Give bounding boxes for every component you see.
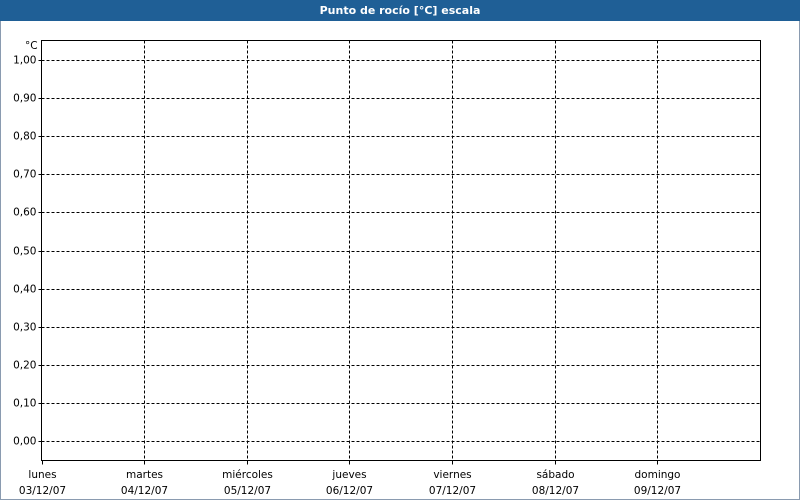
x-tick-date: 08/12/07 xyxy=(532,485,579,497)
y-tick-label: 0,10 xyxy=(13,398,36,410)
y-tick-label: 0,60 xyxy=(13,207,36,219)
x-tick-label: miércoles xyxy=(222,469,273,481)
y-tick-label: 0,20 xyxy=(13,360,36,372)
chart-title: Punto de rocío [°C] escala xyxy=(320,4,481,17)
x-tick-date: 09/12/07 xyxy=(634,485,681,497)
x-tick-label: domingo xyxy=(635,469,681,481)
y-tick-label: 0,70 xyxy=(13,169,36,181)
x-tick-label: jueves xyxy=(331,469,366,481)
x-tick-label: sábado xyxy=(536,469,574,481)
x-tick-label: martes xyxy=(126,469,163,481)
y-unit: °C xyxy=(25,40,38,52)
x-tick-date: 07/12/07 xyxy=(429,485,476,497)
y-tick-label: 0,00 xyxy=(13,436,36,448)
y-tick-label: 0,80 xyxy=(13,131,36,143)
y-tick-label: 0,30 xyxy=(13,322,36,334)
y-tick-label: 0,50 xyxy=(13,246,36,258)
title-bar xyxy=(0,0,800,21)
x-tick-date: 03/12/07 xyxy=(19,485,66,497)
x-tick-label: viernes xyxy=(433,469,471,481)
y-tick-label: 1,00 xyxy=(13,55,36,67)
plot-border xyxy=(41,40,761,461)
x-tick-label: lunes xyxy=(28,469,56,481)
x-tick-date: 06/12/07 xyxy=(326,485,373,497)
x-tick-date: 05/12/07 xyxy=(224,485,271,497)
x-tick-date: 04/12/07 xyxy=(121,485,168,497)
y-tick-label: 0,90 xyxy=(13,93,36,105)
y-tick-label: 0,40 xyxy=(13,284,36,296)
